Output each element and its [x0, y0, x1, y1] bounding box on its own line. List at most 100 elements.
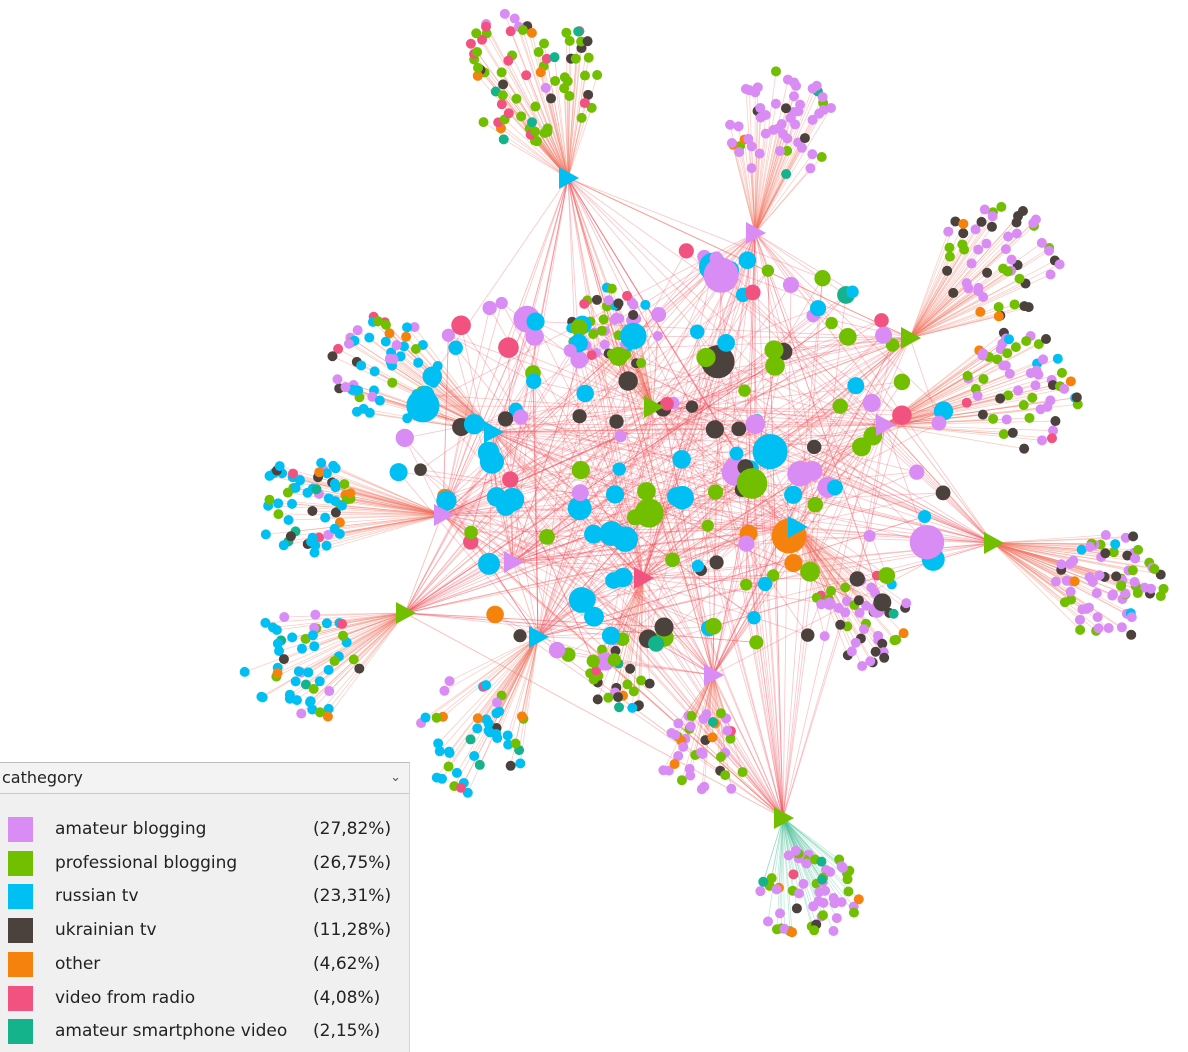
legend-row[interactable]: video from radio (4,08%): [0, 984, 400, 1012]
node: [811, 80, 822, 91]
node: [444, 676, 455, 687]
edge: [909, 315, 999, 339]
node: [1126, 612, 1137, 623]
edge: [751, 146, 756, 234]
legend-row[interactable]: ukrainian tv (11,28%): [0, 916, 400, 944]
node: [571, 460, 590, 480]
edge: [642, 577, 830, 605]
edge: [992, 542, 1093, 583]
node: [324, 686, 335, 697]
node: [981, 238, 992, 249]
node: [849, 571, 865, 587]
edge: [567, 177, 766, 585]
node: [975, 306, 986, 317]
node: [825, 866, 836, 877]
legend-row[interactable]: amateur smartphone video (2,15%): [0, 1017, 400, 1045]
node: [987, 211, 998, 222]
edge: [404, 491, 647, 614]
node: [958, 218, 969, 229]
node: [825, 102, 836, 113]
edge: [500, 128, 569, 179]
edge: [537, 314, 660, 638]
legend-row[interactable]: other (4,62%): [0, 950, 400, 978]
legend-header[interactable]: cathegory ⌄: [0, 763, 409, 794]
edge: [477, 636, 539, 719]
node: [1003, 231, 1014, 242]
node: [767, 569, 780, 582]
edge: [884, 424, 1004, 435]
edge: [334, 514, 444, 530]
edge: [567, 47, 582, 179]
edge: [276, 470, 444, 516]
node: [705, 617, 722, 635]
node: [274, 645, 285, 656]
edge: [442, 337, 911, 516]
node: [614, 430, 627, 443]
node: [853, 595, 864, 606]
edge: [305, 612, 406, 640]
node: [757, 576, 773, 592]
edge: [632, 339, 654, 408]
edge: [473, 423, 644, 579]
node: [1002, 348, 1013, 359]
edge: [323, 469, 444, 516]
node: [806, 439, 822, 455]
node: [1006, 254, 1017, 265]
node: [673, 750, 684, 761]
node: [484, 727, 495, 738]
edge: [495, 636, 539, 735]
edge: [335, 467, 444, 516]
edge: [796, 526, 862, 639]
node: [422, 366, 443, 387]
node: [696, 747, 707, 758]
edge: [532, 373, 539, 638]
edge: [404, 538, 626, 614]
legend-swatch: [8, 985, 33, 1011]
edge: [295, 514, 444, 532]
node: [605, 485, 625, 504]
legend-row[interactable]: professional blogging (26,75%): [0, 849, 400, 877]
node: [1013, 211, 1024, 222]
node: [510, 738, 521, 749]
edge: [494, 614, 784, 819]
node: [1048, 425, 1059, 436]
node: [316, 457, 327, 468]
node: [738, 535, 755, 552]
node: [828, 925, 839, 936]
edge: [712, 492, 717, 676]
node: [784, 485, 803, 504]
edge: [704, 674, 714, 741]
legend-row[interactable]: amateur blogging (27,82%): [0, 815, 400, 843]
edge: [290, 514, 444, 537]
edge: [491, 461, 784, 819]
node: [323, 703, 334, 714]
node: [636, 357, 647, 368]
edge: [537, 625, 714, 638]
edge: [909, 278, 1020, 339]
node: [1019, 443, 1030, 454]
node: [511, 93, 522, 104]
node: [755, 886, 766, 897]
node: [892, 405, 912, 426]
node: [264, 494, 275, 505]
edge: [909, 231, 949, 339]
edge: [537, 270, 769, 638]
edge: [398, 471, 994, 544]
node: [620, 322, 647, 350]
edge: [769, 451, 784, 819]
edge: [992, 542, 1132, 636]
node: [478, 552, 501, 575]
edge: [501, 636, 539, 696]
node: [935, 485, 951, 501]
dropdown-chevron[interactable]: ⌄: [390, 770, 401, 785]
node: [502, 730, 513, 741]
edge: [492, 428, 739, 433]
edge: [613, 232, 756, 660]
legend-row[interactable]: russian tv (23,31%): [0, 882, 400, 910]
node: [875, 326, 893, 344]
edge: [339, 612, 406, 624]
edge: [642, 533, 749, 579]
node: [1066, 594, 1077, 605]
edge: [796, 526, 865, 630]
edge: [442, 514, 673, 561]
